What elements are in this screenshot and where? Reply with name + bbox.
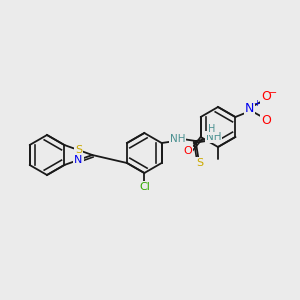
Text: O: O xyxy=(183,146,192,156)
Text: −: − xyxy=(269,88,278,98)
Text: NH: NH xyxy=(206,132,221,142)
Text: S: S xyxy=(75,145,82,155)
Text: +: + xyxy=(253,100,260,109)
Text: Cl: Cl xyxy=(139,182,150,192)
Text: N: N xyxy=(74,155,82,165)
Text: O: O xyxy=(261,91,271,103)
Text: S: S xyxy=(196,158,203,168)
Text: H: H xyxy=(208,124,215,134)
Text: O: O xyxy=(261,115,271,128)
Text: NH: NH xyxy=(170,134,185,144)
Text: N: N xyxy=(244,103,254,116)
